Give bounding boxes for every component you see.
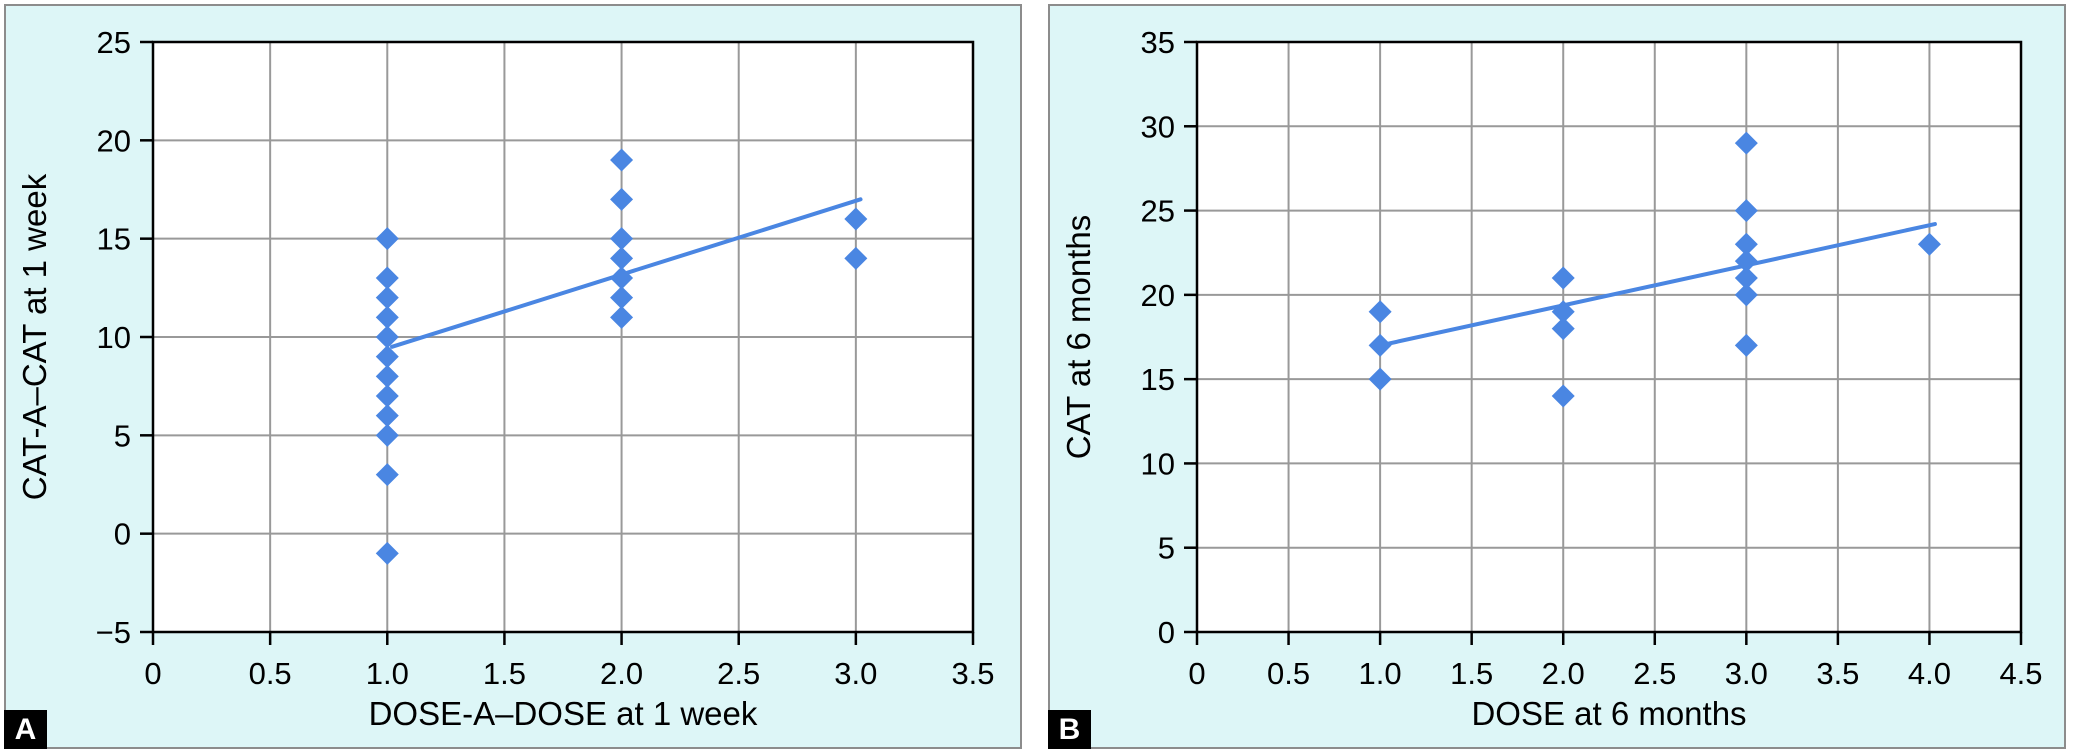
data-point [1734, 131, 1758, 155]
data-point [1734, 249, 1758, 273]
data-point [375, 384, 399, 408]
y-tick-label: 25 [1141, 194, 1175, 229]
data-point [375, 227, 399, 251]
data-point [610, 148, 634, 172]
x-tick-label: 2.5 [717, 656, 760, 691]
y-tick-label: 10 [1141, 446, 1175, 481]
data-point [1734, 266, 1758, 290]
plot-frame [1195, 40, 2023, 634]
panel-a: 0 0.5 1.0 1.5 2.0 2.5 3.0 3.5 −5 0 5 10 15 20 25 DOSE-A… [4, 4, 1022, 749]
x-tick-label: 3.5 [951, 656, 994, 691]
data-point [610, 266, 634, 290]
data-point [610, 187, 634, 211]
data-point [375, 541, 399, 565]
data-point [1734, 283, 1758, 307]
x-tick-label: 0.5 [249, 656, 292, 691]
data-point [610, 305, 634, 329]
x-tick-label: 2.0 [1542, 656, 1585, 691]
data-point [375, 364, 399, 388]
x-tick-label: 0.5 [1267, 656, 1310, 691]
y-tick-label: 0 [1158, 615, 1175, 650]
data-point [1734, 333, 1758, 357]
data-point [844, 207, 868, 231]
y-axis-label: CAT at 6 months [1060, 215, 1097, 460]
x-tick-label: 2.5 [1633, 656, 1676, 691]
data-point [375, 423, 399, 447]
data-point [1734, 232, 1758, 256]
scatter-plot-a: 0 0.5 1.0 1.5 2.0 2.5 3.0 3.5 −5 0 5 10 15 20 25 DOSE-A… [16, 25, 995, 732]
y-tick-label: 15 [1141, 362, 1175, 397]
data-point [610, 286, 634, 310]
data-point [1734, 199, 1758, 223]
trend-line [1378, 222, 1937, 348]
y-tick-label: 35 [1141, 25, 1175, 60]
data-point [1368, 367, 1392, 391]
x-axis-label: DOSE at 6 months [1471, 695, 1746, 732]
x-tick-label: 1.0 [1359, 656, 1402, 691]
x-tick-label: 4.0 [1908, 656, 1951, 691]
panel-b: 0 0.5 1.0 1.5 2.0 2.5 3.0 3.5 4.0 4.5 0 5 10 15 20 25 30… [1048, 4, 2066, 749]
data-point [1551, 266, 1575, 290]
x-tick-label: 2.0 [600, 656, 643, 691]
x-tick-label: 0 [1188, 656, 1205, 691]
y-tick-label: 20 [1141, 278, 1175, 313]
y-tick-label: 10 [97, 320, 131, 355]
y-tick-label: 25 [97, 25, 131, 60]
y-tick-label: 15 [97, 222, 131, 257]
y-tick-label: 0 [114, 517, 131, 552]
data-point [375, 266, 399, 290]
x-tick-label: 3.5 [1816, 656, 1859, 691]
data-point [1917, 232, 1941, 256]
panel-b-badge: B [1048, 710, 1091, 749]
x-tick-label: 1.0 [366, 656, 409, 691]
y-tick-label: 5 [114, 418, 131, 453]
data-point [375, 345, 399, 369]
data-point [1551, 317, 1575, 341]
x-tick-label: 3.0 [834, 656, 877, 691]
x-tick-label: 1.5 [1450, 656, 1493, 691]
data-point [610, 227, 634, 251]
data-point [1551, 300, 1575, 324]
data-point [1368, 300, 1392, 324]
data-point [375, 325, 399, 349]
panel-a-badge: A [4, 710, 47, 749]
y-axis-label: CAT-A–CAT at 1 week [16, 173, 53, 500]
y-tick-label: −5 [96, 615, 131, 650]
data-point [375, 463, 399, 487]
data-point [844, 246, 868, 270]
data-point [375, 286, 399, 310]
x-tick-label: 4.5 [1999, 656, 2042, 691]
scatter-plot-b: 0 0.5 1.0 1.5 2.0 2.5 3.0 3.5 4.0 4.5 0 5 10 15 20 25 30… [1060, 25, 2043, 732]
y-tick-label: 20 [97, 123, 131, 158]
y-tick-label: 5 [1158, 531, 1175, 566]
x-tick-label: 0 [144, 656, 161, 691]
x-tick-label: 3.0 [1725, 656, 1768, 691]
data-point [375, 404, 399, 428]
x-axis-label: DOSE-A–DOSE at 1 week [369, 695, 758, 732]
plot-area [1197, 42, 2021, 632]
data-point [1368, 333, 1392, 357]
data-point [375, 305, 399, 329]
data-point [1551, 384, 1575, 408]
y-tick-label: 30 [1141, 109, 1175, 144]
data-point [610, 246, 634, 270]
x-tick-label: 1.5 [483, 656, 526, 691]
